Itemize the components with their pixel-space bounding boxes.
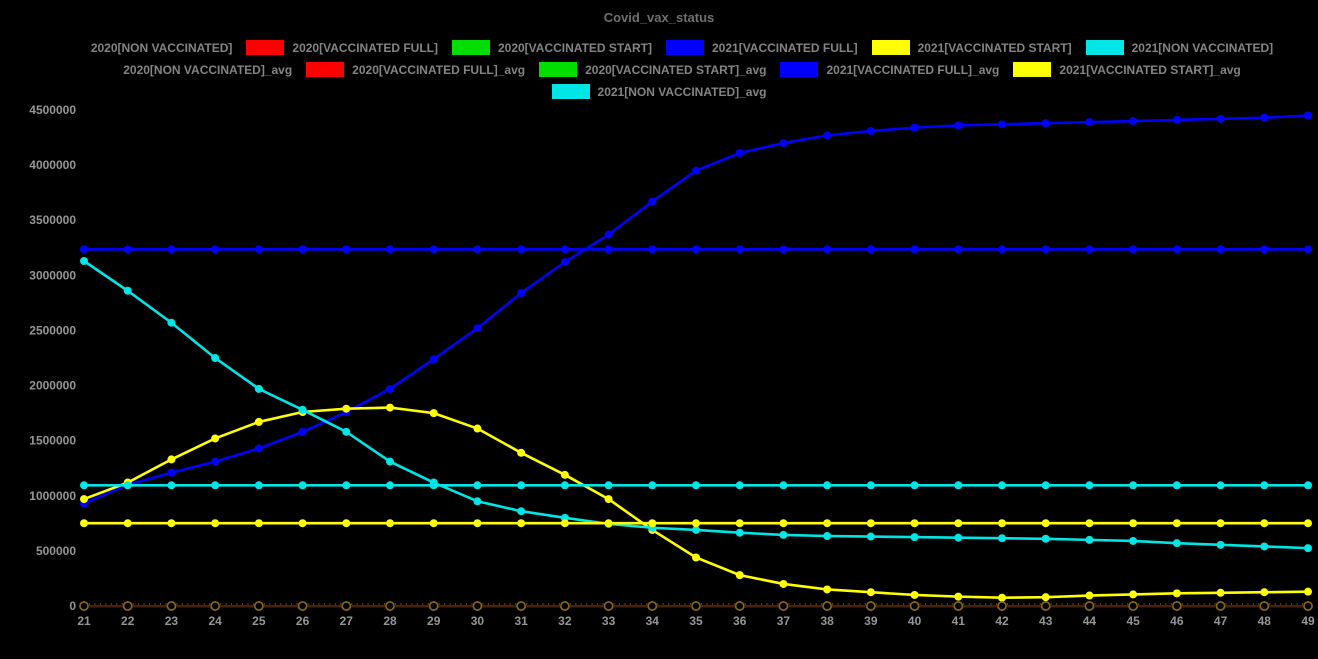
svg-text:3500000: 3500000 [29,213,76,227]
legend-item-2021-vaccinated-start-avg: 2021[VACCINATED START]_avg [1013,62,1241,77]
svg-text:49: 49 [1301,614,1315,628]
legend-label: 2020[VACCINATED FULL] [292,40,438,55]
legend-row-1: 2020[NON VACCINATED] 2020[VACCINATED FULL… [44,40,1274,55]
legend-label: 2021[VACCINATED FULL]_avg [826,62,1000,77]
svg-text:39: 39 [864,614,878,628]
y-axis-labels: 0 500000 1000000 1500000 2000000 2500000 30000… [29,103,76,613]
svg-text:4500000: 4500000 [29,103,76,117]
svg-text:34: 34 [646,614,660,628]
series-2021-non-vaccinated-avg [80,481,1312,490]
legend-swatch-icon [539,62,578,77]
svg-text:29: 29 [427,614,441,628]
svg-text:33: 33 [602,614,616,628]
svg-text:27: 27 [340,614,354,628]
svg-text:31: 31 [514,614,528,628]
legend-swatch-icon [666,40,704,55]
svg-text:3000000: 3000000 [29,268,76,282]
legend-label: 2021[NON VACCINATED] [1131,40,1274,55]
svg-text:37: 37 [777,614,791,628]
legend-swatch-icon [451,40,490,55]
legend-item-2020-non-vaccinated-avg: 2020[NON VACCINATED]_avg [77,62,292,77]
series-2021-non-vaccinated [80,257,1312,553]
chart-title: Covid_vax_status [603,10,715,25]
legend-item-2021-vaccinated-start: 2021[VACCINATED START] [871,40,1072,55]
svg-text:2500000: 2500000 [29,323,76,337]
svg-text:41: 41 [952,614,966,628]
svg-text:22: 22 [121,614,135,628]
legend-swatch-icon [1013,62,1052,77]
svg-text:2000000: 2000000 [29,379,76,393]
svg-text:500000: 500000 [36,544,76,558]
chart-legend: 2020[NON VACCINATED] 2020[VACCINATED FULL… [0,40,1318,99]
svg-text:21: 21 [77,614,91,628]
svg-text:46: 46 [1170,614,1184,628]
svg-text:43: 43 [1039,614,1053,628]
svg-text:4000000: 4000000 [29,158,76,172]
legend-item-2021-non-vaccinated: 2021[NON VACCINATED] [1085,40,1274,55]
svg-text:30: 30 [471,614,485,628]
svg-text:42: 42 [995,614,1009,628]
legend-swatch-icon [306,62,345,77]
legend-label: 2021[VACCINATED START] [917,40,1072,55]
x-axis-labels: 21 22 23 24 25 26 27 28 29 30 31 32 33 34 35 36 37 38 39 40… [77,614,1315,628]
legend-label: 2020[NON VACCINATED]_avg [123,62,293,77]
legend-swatch-icon [780,62,819,77]
legend-swatch-icon [77,62,116,77]
legend-label: 2020[VACCINATED START] [497,40,652,55]
legend-swatch-icon [1085,40,1124,55]
legend-swatch-icon [246,40,285,55]
svg-text:32: 32 [558,614,572,628]
legend-label: 2020[VACCINATED FULL]_avg [352,62,526,77]
svg-text:23: 23 [165,614,179,628]
legend-item-2020-vaccinated-start: 2020[VACCINATED START] [451,40,652,55]
legend-item-2021-vaccinated-full: 2021[VACCINATED FULL] [666,40,858,55]
series-2021-vaccinated-full-avg [80,245,1312,254]
legend-item-2020-vaccinated-start-avg: 2020[VACCINATED START]_avg [539,62,766,77]
legend-swatch-icon [551,84,590,99]
legend-item-2020-vaccinated-full-avg: 2020[VACCINATED FULL]_avg [306,62,525,77]
legend-label: 2020[VACCINATED START]_avg [585,62,767,77]
svg-text:38: 38 [820,614,834,628]
svg-text:35: 35 [689,614,703,628]
svg-text:36: 36 [733,614,747,628]
svg-text:45: 45 [1126,614,1140,628]
svg-text:26: 26 [296,614,310,628]
svg-text:0: 0 [69,599,76,613]
legend-label: 2021[VACCINATED FULL] [712,40,858,55]
legend-item-2021-vaccinated-full-avg: 2021[VACCINATED FULL]_avg [780,62,999,77]
svg-text:1000000: 1000000 [29,489,76,503]
svg-text:44: 44 [1083,614,1097,628]
svg-text:24: 24 [208,614,222,628]
legend-item-2021-non-vaccinated-avg: 2021[NON VACCINATED]_avg [551,84,767,99]
svg-text:28: 28 [383,614,397,628]
legend-label: 2021[VACCINATED START]_avg [1059,62,1241,77]
legend-row-2: 2020[NON VACCINATED]_avg 2020[VACCINATED … [77,62,1241,77]
legend-swatch-icon [871,40,910,55]
legend-row-3: 2021[NON VACCINATED]_avg [551,84,767,99]
series-2020-vaccinated-start-avg [79,601,1313,611]
svg-text:25: 25 [252,614,266,628]
legend-label: 2021[NON VACCINATED]_avg [597,84,767,99]
svg-text:47: 47 [1214,614,1228,628]
legend-label: 2020[NON VACCINATED] [90,40,233,55]
svg-text:48: 48 [1258,614,1272,628]
legend-swatch-icon [44,40,83,55]
legend-item-2020-non-vaccinated: 2020[NON VACCINATED] [44,40,233,55]
series-2021-vaccinated-start-avg [80,519,1312,528]
svg-text:1500000: 1500000 [29,434,76,448]
series-2021-vaccinated-full [80,111,1312,508]
legend-item-2020-vaccinated-full: 2020[VACCINATED FULL] [246,40,438,55]
svg-text:40: 40 [908,614,922,628]
series-2021-vaccinated-start [80,403,1312,602]
